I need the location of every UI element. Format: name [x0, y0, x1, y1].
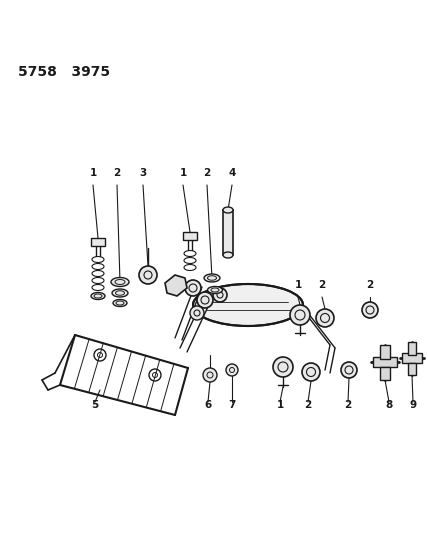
Text: 7: 7 — [228, 400, 236, 410]
Bar — [223, 210, 233, 255]
Text: 1: 1 — [89, 168, 97, 178]
Ellipse shape — [223, 207, 233, 213]
Text: 2: 2 — [366, 280, 374, 290]
Circle shape — [203, 368, 217, 382]
Ellipse shape — [193, 284, 303, 326]
Text: 1: 1 — [276, 400, 284, 410]
Ellipse shape — [91, 293, 105, 300]
Bar — [373, 357, 397, 367]
Circle shape — [197, 292, 213, 308]
Polygon shape — [165, 275, 187, 296]
Ellipse shape — [112, 289, 128, 297]
Text: 2: 2 — [345, 400, 352, 410]
Text: 4: 4 — [228, 168, 236, 178]
Text: 2: 2 — [113, 168, 121, 178]
Text: 6: 6 — [205, 400, 211, 410]
Bar — [380, 367, 390, 380]
Bar — [408, 363, 416, 375]
Ellipse shape — [223, 252, 233, 258]
Bar — [91, 238, 105, 246]
Text: 5: 5 — [91, 400, 98, 410]
Circle shape — [316, 309, 334, 327]
Ellipse shape — [208, 287, 223, 294]
Circle shape — [341, 362, 357, 378]
Circle shape — [273, 357, 293, 377]
Bar — [380, 345, 390, 359]
Ellipse shape — [113, 300, 127, 306]
Text: 8: 8 — [385, 400, 392, 410]
Bar — [402, 353, 422, 363]
Bar — [408, 342, 416, 355]
Text: 2: 2 — [318, 280, 326, 290]
Circle shape — [362, 302, 378, 318]
Circle shape — [185, 280, 201, 296]
Ellipse shape — [204, 274, 220, 282]
Ellipse shape — [111, 278, 129, 287]
Circle shape — [139, 266, 157, 284]
Text: 9: 9 — [410, 400, 416, 410]
Text: 3: 3 — [140, 168, 147, 178]
Circle shape — [290, 305, 310, 325]
Text: 1: 1 — [294, 280, 302, 290]
Text: 5758   3975: 5758 3975 — [18, 65, 110, 79]
Circle shape — [226, 364, 238, 376]
Circle shape — [213, 288, 227, 302]
Text: 2: 2 — [203, 168, 211, 178]
Circle shape — [302, 363, 320, 381]
Circle shape — [190, 306, 204, 320]
Text: 1: 1 — [179, 168, 187, 178]
Bar — [183, 232, 197, 240]
Text: 2: 2 — [304, 400, 312, 410]
